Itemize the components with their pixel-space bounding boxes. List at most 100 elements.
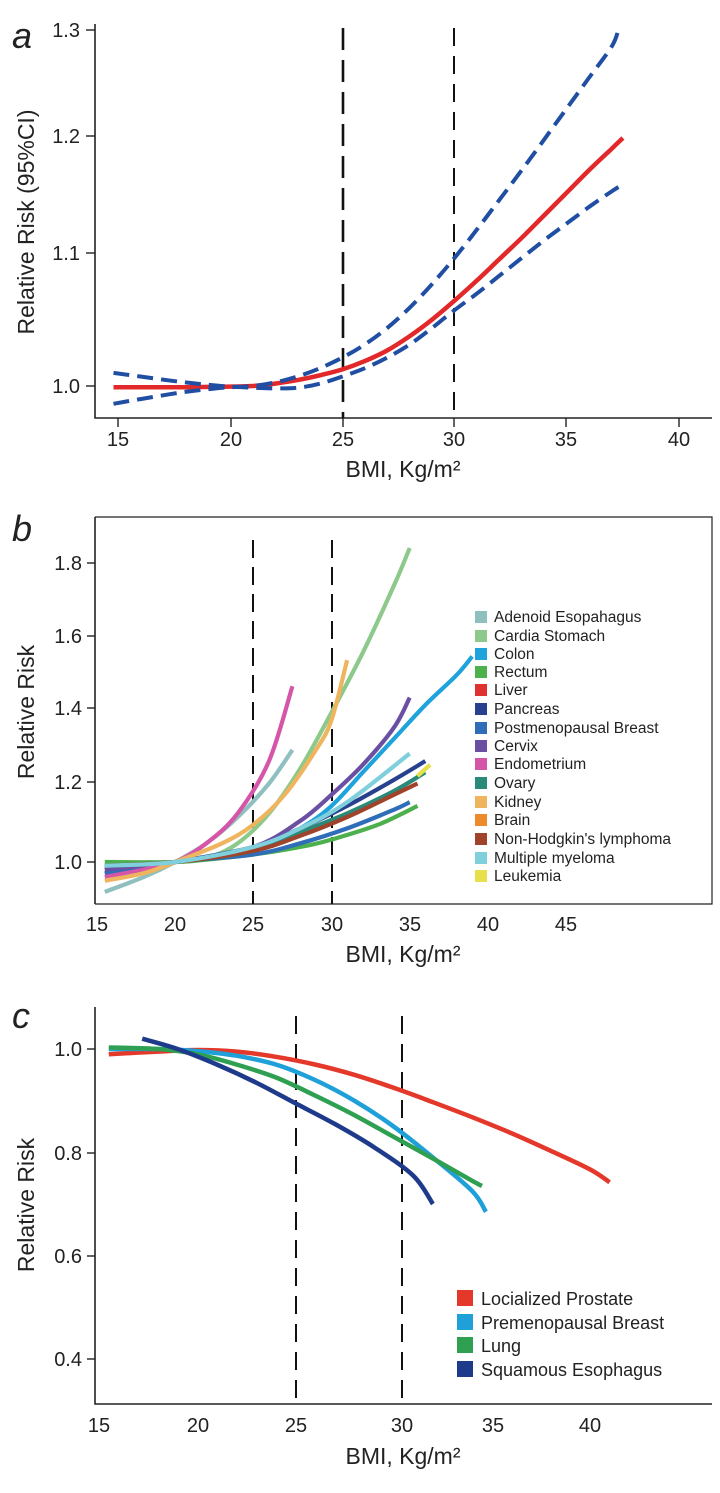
panel-a-xtick-label: 35 (555, 429, 577, 451)
panel-a-xtick-label: 20 (220, 429, 242, 451)
legend-label: Rectum (494, 664, 547, 681)
panel-c-series-line-squamous-esophagus (141, 1036, 435, 1206)
panel-b-frame (95, 516, 713, 905)
legend-swatch (457, 1337, 473, 1353)
legend-swatch (475, 740, 487, 752)
panel-b-xtick-label: 40 (477, 914, 499, 936)
legend-swatch (457, 1361, 473, 1377)
panel-c-xtick-label: 35 (482, 1415, 504, 1437)
panel-a-series-line-lower-95-ci (113, 182, 624, 406)
panel-c-xtick-label: 15 (88, 1415, 110, 1437)
legend-label: Colon (494, 646, 535, 663)
panel-a-ytick-label: 1.0 (52, 376, 80, 398)
panel-c-xlabel: BMI, Kg/m² (345, 1443, 460, 1469)
legend-swatch (475, 722, 487, 734)
panel-b-ytick-label: 1.6 (54, 626, 82, 648)
legend-swatch (475, 648, 487, 660)
legend-swatch (475, 870, 487, 882)
panel-a-xtick-label: 15 (107, 429, 129, 451)
legend-label: Kidney (494, 794, 542, 811)
panel-b-label: b (12, 508, 32, 549)
panel-b-ytick-label: 1.0 (54, 852, 82, 874)
legend-label: Lung (481, 1336, 521, 1356)
legend-label: Leukemia (494, 868, 562, 885)
panel-a-series-group (113, 29, 625, 406)
panel-b-xtick-label: 25 (242, 914, 264, 936)
legend-label: Squamous Esophagus (481, 1360, 662, 1380)
panel-c: c 0.4 0.6 0.8 1.0 15 20 25 30 35 40 BMI,… (12, 995, 712, 1469)
legend-label: Adenoid Esopahagus (494, 609, 642, 626)
panel-c-series-group (108, 1036, 611, 1214)
panel-b-series-line-endometrium (104, 685, 295, 880)
panel-a-series-line-relative-risk (113, 136, 625, 390)
legend-label: Endometrium (494, 756, 586, 773)
legend-swatch (475, 684, 487, 696)
panel-b-xtick-label: 45 (555, 914, 577, 936)
legend-swatch (475, 796, 487, 808)
legend-swatch (475, 833, 487, 845)
panel-b-series-line-multiple-myeloma (104, 751, 411, 868)
panel-b-series-group (104, 547, 474, 894)
panel-c-xtick-label: 30 (391, 1415, 413, 1437)
legend-label: Ovary (494, 775, 536, 792)
panel-a-label: a (12, 15, 32, 56)
panel-b-xtick-label: 20 (164, 914, 186, 936)
panel-c-xtick-label: 20 (187, 1415, 209, 1437)
panel-b: b 1.0 1.2 1.4 1.6 1.8 15 20 25 30 35 40 … (12, 508, 713, 967)
legend-swatch (475, 852, 487, 864)
panel-c-xtick-label: 40 (579, 1415, 601, 1437)
panel-b-ytick-label: 1.4 (54, 698, 82, 720)
panel-c-legend: Locialized Prostate Premenopausal Breast… (457, 1289, 664, 1380)
legend-label: Non-Hodgkin's lymphoma (494, 831, 671, 848)
legend-label: Cardia Stomach (494, 628, 605, 645)
panel-b-ylabel: Relative Risk (13, 644, 39, 779)
legend-label: Premenopausal Breast (481, 1313, 664, 1333)
panel-a-axes (94, 24, 712, 419)
legend-swatch (475, 777, 487, 789)
legend-label: Multiple myeloma (494, 850, 615, 867)
legend-label: Pancreas (494, 701, 560, 718)
panel-a-series-line-upper-95-ci (113, 29, 621, 389)
panel-a-xtick-label: 40 (668, 429, 690, 451)
legend-label: Brain (494, 812, 530, 829)
panel-c-xtick-label: 25 (285, 1415, 307, 1437)
panel-c-label: c (12, 995, 30, 1036)
panel-b-ytick-label: 1.2 (54, 772, 82, 794)
legend-swatch (475, 630, 487, 642)
panel-a-ytick-label: 1.2 (52, 126, 80, 148)
panel-b-xtick-label: 15 (86, 914, 108, 936)
legend-label: Liver (494, 682, 528, 699)
legend-swatch (475, 611, 487, 623)
panel-c-axes (94, 1007, 712, 1405)
panel-b-series-line-kidney (104, 659, 350, 883)
panel-b-legend: Adenoid Esopahagus Cardia Stomach Colon … (475, 609, 671, 885)
legend-swatch (475, 814, 487, 826)
legend-label: Locialized Prostate (481, 1289, 633, 1309)
legend-swatch (457, 1290, 473, 1306)
panel-b-ytick-label: 1.8 (54, 553, 82, 575)
panel-b-xtick-label: 30 (321, 914, 343, 936)
panel-c-ytick-label: 0.4 (54, 1349, 82, 1371)
panel-b-xtick-label: 35 (399, 914, 421, 936)
panel-b-series-line-leukemia (416, 763, 432, 778)
legend-swatch (475, 758, 487, 770)
legend-swatch (457, 1314, 473, 1330)
panel-c-ytick-label: 0.8 (54, 1143, 82, 1165)
legend-swatch (475, 666, 487, 678)
panel-a-ytick-label: 1.3 (52, 20, 80, 42)
panel-a-ytick-label: 1.1 (52, 243, 80, 265)
panel-a-ylabel: Relative Risk (95%CI) (13, 110, 39, 335)
panel-c-ytick-label: 0.6 (54, 1246, 82, 1268)
panel-b-series-line-cardia-stomach (112, 547, 412, 865)
panel-b-xlabel: BMI, Kg/m² (345, 941, 460, 967)
panel-a-xlabel: BMI, Kg/m² (345, 456, 460, 482)
panel-c-ytick-label: 1.0 (54, 1039, 82, 1061)
panel-a-xtick-label: 30 (443, 429, 465, 451)
legend-label: Cervix (494, 738, 538, 755)
panel-a: a 1.0 1.1 1.2 1.3 15 20 25 30 35 40 BMI,… (12, 15, 712, 482)
panel-c-series-line-premenopausal-breast (108, 1046, 488, 1214)
panel-a-xtick-label: 25 (332, 429, 354, 451)
legend-swatch (475, 703, 487, 715)
panel-c-ylabel: Relative Risk (13, 1137, 39, 1272)
